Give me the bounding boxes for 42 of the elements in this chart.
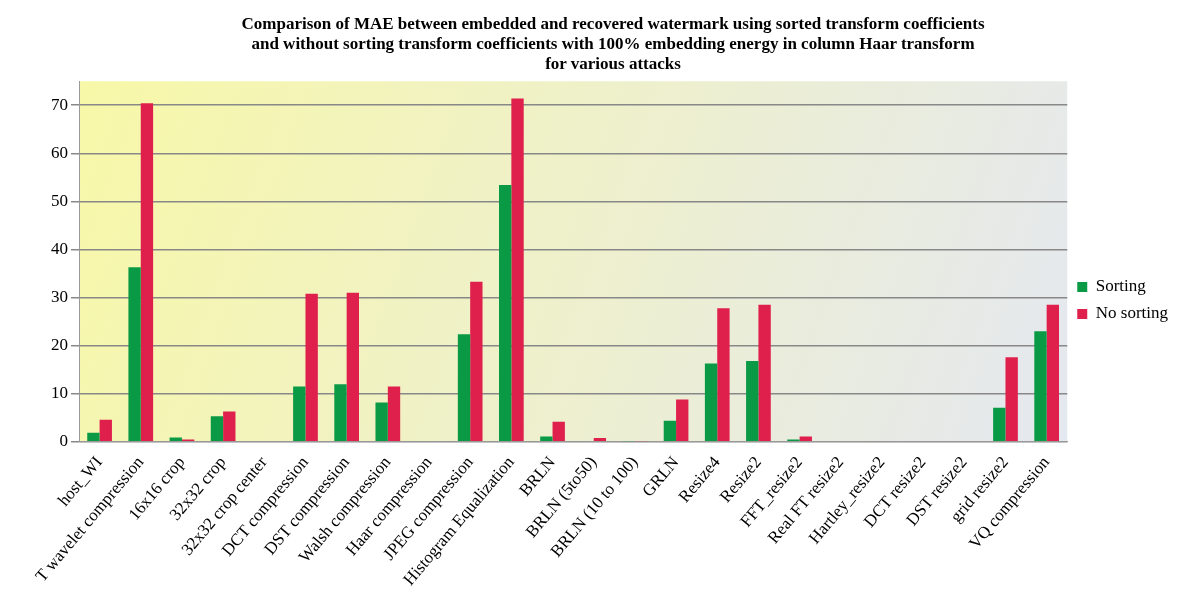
bar [993, 407, 1006, 442]
bar [334, 384, 347, 442]
text: for various attacks [545, 54, 681, 74]
bar [663, 420, 677, 442]
bar [210, 416, 224, 442]
bar [552, 421, 565, 442]
bar [87, 432, 100, 442]
bar [676, 399, 689, 442]
bar [1046, 304, 1060, 442]
bar [540, 436, 553, 442]
y-tick-label: 30 [51, 287, 68, 307]
y-tick-label: 60 [51, 142, 68, 162]
bar [499, 185, 512, 442]
bar [375, 402, 388, 442]
bar [1034, 331, 1047, 442]
text: and without sorting transform coefficients with 100% embedding energy in column Haar transform [251, 33, 975, 53]
legend-label: No sorting [1095, 303, 1169, 323]
bar [457, 334, 471, 442]
y-tick-label: 20 [51, 335, 68, 355]
bar [758, 304, 771, 442]
bar [293, 386, 306, 442]
bar [387, 386, 401, 442]
bar [746, 361, 759, 442]
bar [223, 411, 236, 442]
y-tick-label: 40 [51, 238, 68, 258]
bar [346, 292, 359, 442]
bar [470, 281, 483, 442]
bar [1005, 357, 1018, 442]
bar [140, 103, 154, 442]
text: Comparison of MAE between embedded and recovered watermark using sorted transform coefficients [241, 13, 985, 33]
y-tick-label: 0 [59, 431, 68, 451]
bar [593, 437, 607, 442]
bar [99, 419, 112, 442]
y-tick-label: 50 [51, 190, 68, 210]
y-tick-label: 70 [51, 94, 68, 114]
bar [305, 293, 318, 442]
bar [511, 98, 524, 442]
bar [717, 308, 730, 442]
legend-label: Sorting [1095, 276, 1147, 296]
bar [128, 267, 141, 442]
y-tick-label: 10 [51, 383, 68, 403]
bar [704, 363, 718, 442]
